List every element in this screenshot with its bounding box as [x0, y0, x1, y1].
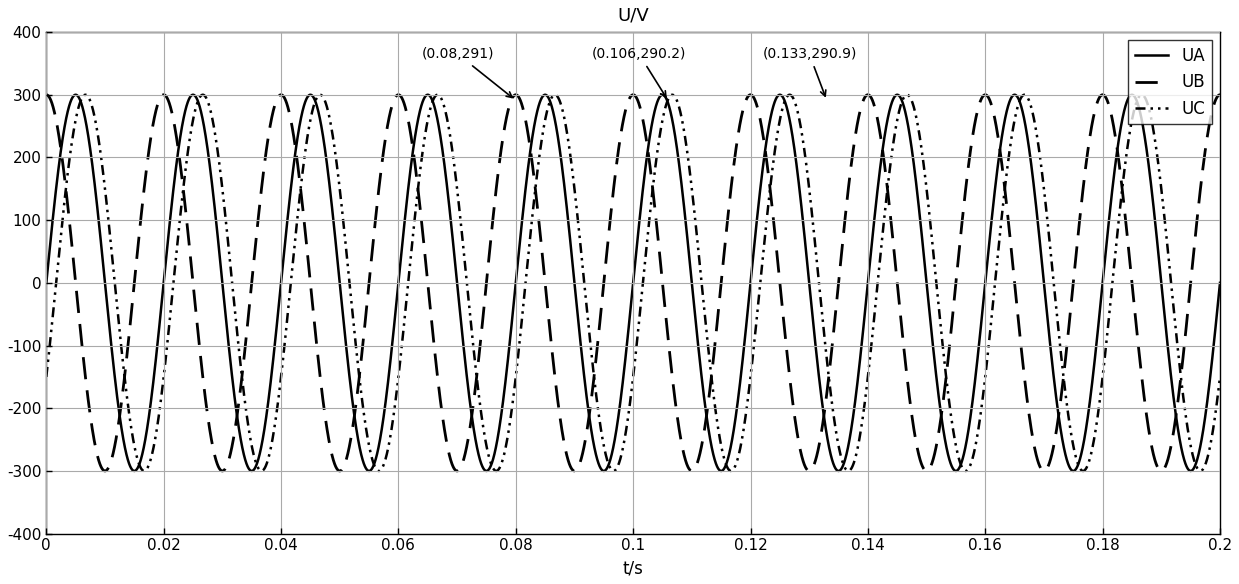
- UB: [98, 467, 113, 474]
- UC: [1213, 373, 1228, 380]
- UC: [748, 321, 763, 328]
- UA: [748, 223, 763, 230]
- UA: [793, 189, 808, 196]
- UB: [793, 444, 808, 451]
- UC: [1136, 93, 1151, 100]
- Line: UC: UC: [46, 95, 1220, 471]
- Text: (0.106,290.2): (0.106,290.2): [592, 47, 686, 97]
- Legend: UA, UB, UC: UA, UB, UC: [1127, 40, 1212, 124]
- UB: [38, 91, 53, 98]
- Title: U/V: U/V: [617, 7, 649, 25]
- UC: [593, 429, 608, 436]
- UC: [841, 467, 856, 474]
- Text: (0.08,291): (0.08,291): [422, 47, 512, 98]
- UA: [1136, 129, 1151, 136]
- UB: [1213, 91, 1228, 98]
- Line: UA: UA: [46, 95, 1220, 471]
- UC: [782, 91, 797, 98]
- UC: [880, 191, 895, 198]
- Line: UB: UB: [46, 95, 1220, 471]
- UA: [593, 466, 608, 473]
- UB: [1136, 392, 1151, 399]
- UC: [793, 119, 808, 126]
- UB: [748, 100, 763, 107]
- UB: [880, 179, 895, 186]
- UA: [38, 279, 53, 286]
- X-axis label: t/s: t/s: [623, 559, 643, 577]
- UC: [331, 178, 346, 185]
- UA: [331, 270, 346, 277]
- UA: [1213, 279, 1228, 286]
- UA: [68, 91, 83, 98]
- Text: (0.133,290.9): (0.133,290.9): [762, 47, 856, 96]
- UC: [38, 373, 53, 380]
- UA: [1183, 467, 1198, 474]
- UB: [593, 303, 608, 310]
- UB: [331, 467, 346, 474]
- UA: [880, 120, 895, 127]
